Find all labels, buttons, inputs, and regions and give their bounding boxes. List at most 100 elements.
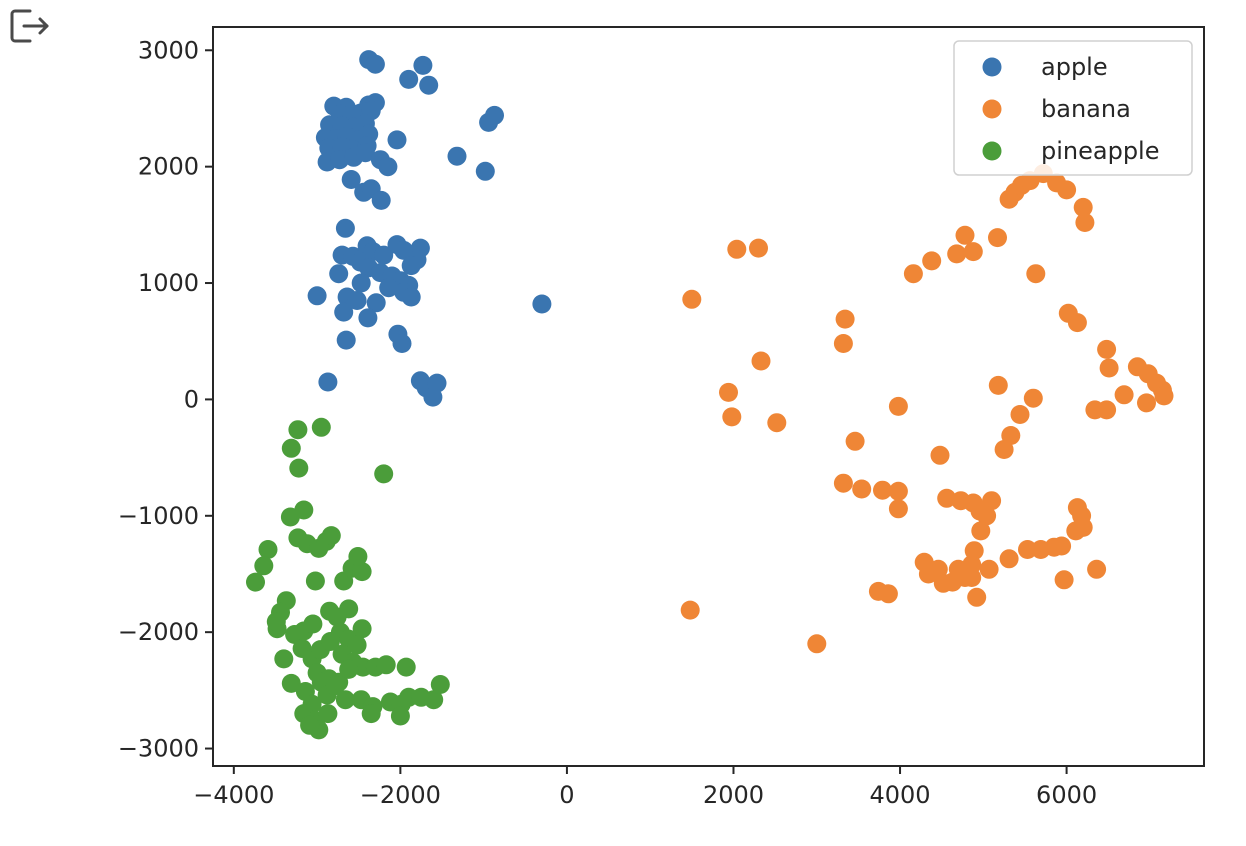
pineapple-point	[327, 607, 347, 627]
banana-point	[979, 559, 999, 579]
banana-point	[928, 559, 948, 579]
pineapple-point	[300, 715, 320, 735]
pineapple-point	[311, 417, 331, 437]
export-output-icon[interactable]	[8, 6, 52, 46]
apple-point	[366, 293, 386, 313]
banana-point	[749, 238, 768, 258]
apple-point	[307, 286, 327, 306]
legend-box	[953, 40, 1193, 176]
banana-point	[873, 480, 892, 500]
banana-point	[988, 228, 1007, 248]
legend-label-banana: banana	[1041, 95, 1131, 123]
y-tick-label: −2000	[118, 618, 199, 646]
apple-point	[423, 387, 443, 407]
banana-point	[1067, 313, 1087, 333]
banana-point	[962, 568, 982, 587]
banana-point	[1018, 540, 1037, 559]
apple-point	[392, 334, 412, 353]
banana-point	[999, 189, 1019, 209]
apple-point	[358, 308, 378, 328]
y-tick-label: 1000	[138, 269, 199, 297]
pineapple-point	[396, 657, 416, 677]
banana-point	[835, 309, 855, 329]
apple-point	[532, 294, 552, 314]
banana-point	[971, 521, 991, 541]
legend-label-apple: apple	[1041, 53, 1108, 81]
banana-point	[682, 289, 702, 309]
banana-point	[1026, 264, 1046, 284]
banana-point	[845, 431, 865, 451]
apple-point	[355, 143, 375, 163]
banana-point	[767, 413, 787, 433]
y-tick-label: −3000	[118, 735, 199, 763]
banana-point	[1023, 388, 1043, 408]
pineapple-point	[424, 690, 444, 710]
pineapple-point	[361, 704, 381, 724]
pineapple-point	[339, 659, 359, 679]
apple-point	[335, 218, 355, 238]
y-tick-label: 0	[184, 385, 199, 413]
banana-point	[1099, 358, 1119, 378]
banana-point	[988, 375, 1008, 395]
pineapple-point	[288, 420, 308, 440]
legend-marker-banana	[982, 99, 1002, 119]
banana-point	[719, 382, 738, 402]
banana-point	[1097, 339, 1117, 359]
x-tick-label: 2000	[703, 781, 764, 809]
pineapple-point	[303, 614, 323, 634]
banana-point	[967, 587, 987, 607]
apple-point	[334, 302, 354, 322]
legend-marker-apple	[982, 57, 1002, 77]
pineapple-point	[281, 438, 301, 458]
apple-point	[475, 161, 495, 181]
pineapple-point	[321, 526, 341, 546]
x-tick-label: 6000	[1036, 781, 1097, 809]
banana-point	[722, 407, 742, 427]
banana-point	[994, 440, 1014, 459]
pineapple-point	[258, 540, 278, 559]
apple-point	[365, 54, 385, 74]
banana-point	[947, 244, 967, 264]
banana-point	[903, 264, 923, 284]
axes-frame	[212, 26, 1205, 767]
banana-point	[1075, 213, 1095, 232]
banana-point	[751, 351, 771, 371]
banana-point	[888, 499, 908, 519]
banana-point	[1087, 559, 1107, 579]
x-tick-label: −4000	[193, 781, 274, 809]
apple-point	[387, 130, 407, 150]
banana-point	[922, 251, 942, 271]
banana-point	[1054, 570, 1074, 590]
banana-point	[999, 549, 1019, 569]
apple-point	[330, 150, 350, 170]
banana-point	[727, 239, 747, 259]
pineapple-point	[347, 635, 367, 655]
pineapple-point	[318, 704, 338, 724]
banana-point	[1057, 180, 1077, 200]
apple-point	[329, 264, 349, 284]
apple-point	[341, 170, 361, 189]
ticks-layer: −4000 −2000 0 2000 4000 6000 −3000 −2000 −1000 0 1…	[118, 36, 1097, 809]
banana-point	[833, 473, 853, 493]
apple-point	[447, 146, 467, 166]
apple-point	[374, 245, 394, 265]
apple-point	[394, 240, 414, 260]
banana-point	[1010, 405, 1030, 424]
y-tick-label: 3000	[138, 36, 199, 64]
apple-point	[485, 105, 504, 125]
banana-point	[977, 506, 997, 526]
apple-point	[336, 330, 356, 350]
pineapple-point	[325, 676, 345, 696]
x-tick-label: 4000	[869, 781, 930, 809]
banana-point	[852, 479, 872, 499]
banana-point	[1114, 385, 1134, 405]
pineapple-point	[352, 562, 372, 582]
pineapple-point	[281, 673, 301, 693]
pineapple-point	[266, 612, 286, 632]
pineapple-point	[289, 458, 309, 478]
x-tick-label: −2000	[360, 781, 441, 809]
apple-point	[401, 287, 421, 307]
banana-point	[1072, 506, 1092, 526]
x-tick-label: 0	[559, 781, 574, 809]
